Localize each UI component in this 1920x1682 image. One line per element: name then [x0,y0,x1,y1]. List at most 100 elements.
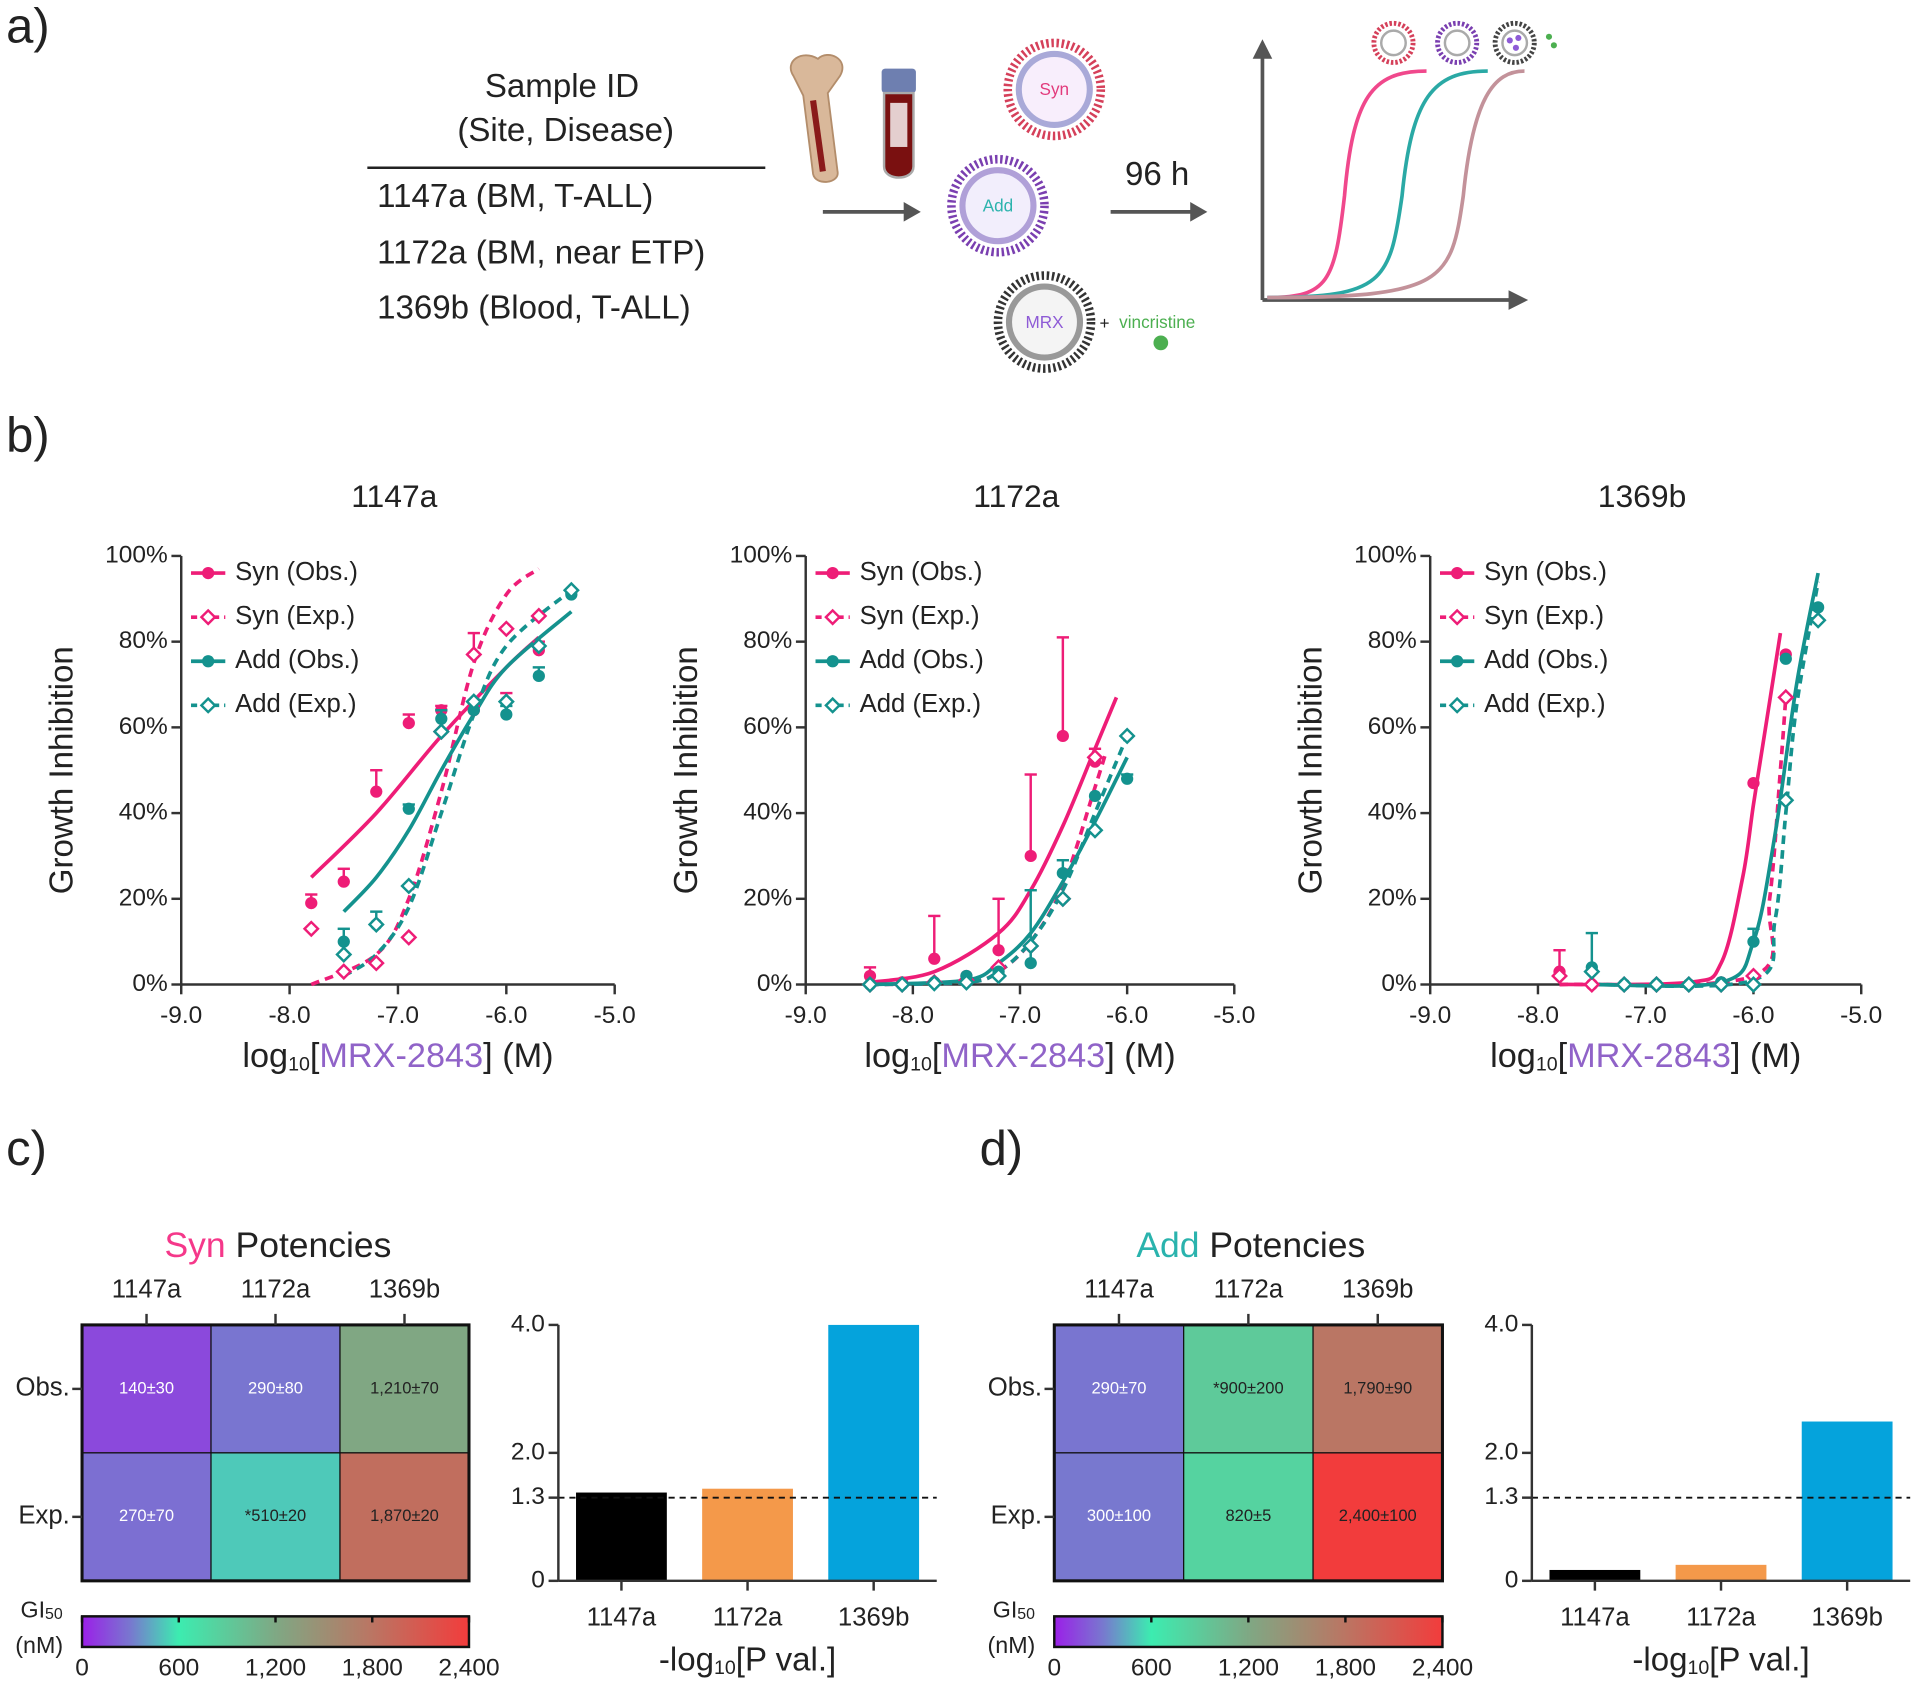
column-label: 1172a [241,1275,311,1303]
legend-marker [824,696,842,714]
point [402,716,415,730]
heatmap-chart: Add Potencies 290±70 *900±200 1,790±90 300±1… [988,1225,1474,1681]
heatmap-cell [1053,1452,1185,1582]
table-header: Sample ID [485,68,639,105]
point [861,976,879,993]
chart-title: 1369b [1598,478,1687,514]
legend-marker [202,655,215,668]
x-axis-label-part: -log [1632,1641,1687,1678]
bar [1549,1569,1641,1581]
bar-chart: 1147a 1172a 1369b 0 1.3 2.0 4.0 -log10[P val.] [1484,1310,1911,1679]
x-axis-label-part: 10 [288,1053,310,1075]
point [1086,748,1104,766]
liposome-label: Syn [1040,79,1070,99]
colorbar-tick-label: 2,400 [438,1654,499,1681]
legend-label: Syn (Exp.) [860,602,980,630]
error-bar [1024,773,1037,856]
y-tick-label: 1.3 [511,1483,545,1510]
point [335,946,353,963]
column-label: 1369b [1342,1275,1413,1303]
bar [702,1488,793,1581]
fit-curve [1591,572,1820,988]
point [1812,601,1825,614]
bar [1675,1564,1767,1581]
x-axis-label: -log10[P val.] [659,1641,836,1679]
x-axis-label-part: 10 [714,1657,736,1679]
cell-label: 820±5 [1225,1506,1271,1525]
row-label: Obs. [988,1374,1042,1402]
arrow [822,202,921,222]
colorbar-tick-label: 0 [75,1654,89,1681]
point [1056,866,1069,880]
column-label: 1147a [112,1275,182,1303]
y-tick-label: 40% [1368,799,1417,826]
arrow [1110,202,1208,222]
x-tick-label: -5.0 [1213,1002,1255,1029]
cell-label: 2,400±100 [1339,1506,1417,1525]
y-tick-label: 80% [743,627,792,654]
colorbar-tick-label: 600 [1131,1654,1172,1681]
row-label: Obs. [16,1374,70,1402]
error-bar [992,897,1005,951]
line-chart: 1147a 0% 20% 40% 60% 80% 100% -9.0 -8.0 -7.0 -6.0 -… [43,478,635,1076]
liposome [993,271,1096,373]
x-tick-label: -6.0 [1732,1002,1774,1029]
bar [1801,1421,1893,1581]
x-tick-label: -8.0 [1517,1002,1559,1029]
drug-dot [1153,335,1169,351]
cell-label: *900±200 [1213,1378,1284,1397]
liposome-label: MRX [1025,312,1064,332]
legend-marker [1451,566,1464,580]
panel-label: c) [6,1122,47,1176]
title-part: Potencies [226,1225,392,1265]
legend-label: Syn (Obs.) [235,558,358,586]
point [1022,937,1040,955]
liposome [947,154,1049,257]
colorbar-label-part: GI [21,1597,46,1623]
bar [576,1492,667,1581]
x-tick-label: -9.0 [160,1002,202,1029]
y-tick-label: 0 [531,1566,545,1593]
point [305,896,318,910]
legend-label: Add (Obs.) [860,646,984,674]
point [1024,956,1037,970]
x-tick-label: 1147a [1560,1604,1630,1632]
drug-label: vincristine [1119,312,1195,332]
chart-title: 1172a [973,478,1059,514]
x-axis-label: log10[MRX-2843] (M) [1490,1037,1801,1075]
point [367,954,385,972]
legend-marker [826,566,839,580]
liposome [1003,38,1106,141]
point [1118,727,1136,745]
x-tick-label: -8.0 [269,1002,311,1029]
cell-label: 290±80 [248,1378,303,1397]
y-tick-label: 0 [1505,1566,1519,1593]
row-label: Exp. [18,1502,69,1530]
point [402,802,415,815]
x-axis-label-part: ] (M) [1731,1037,1801,1075]
point [497,693,515,711]
cell-label: 140±30 [119,1378,174,1397]
x-axis-label-part: 10 [1687,1657,1709,1679]
legend-label: Add (Obs.) [1484,646,1608,674]
point [1779,652,1792,665]
point [370,785,383,798]
legend-label: Add (Exp.) [235,690,356,718]
y-tick-label: 0% [757,970,792,997]
point [432,723,450,741]
colorbar-label: GI50 [21,1597,63,1624]
point [500,708,513,721]
schematic-plot [1252,20,1557,310]
legend-label: Syn (Obs.) [860,558,983,586]
sample-row: 1369b (Blood, T-ALL) [377,290,691,327]
point [957,973,975,991]
x-axis-label-part: 10 [1536,1053,1558,1075]
legend-marker [826,655,839,668]
heatmap-title: Syn Potencies [164,1225,391,1265]
y-tick-label: 0% [1381,970,1416,997]
x-tick-label: -5.0 [1840,1002,1882,1029]
point [530,637,548,655]
point [302,920,320,938]
bar-chart: 1147a 1172a 1369b 0 1.3 2.0 4.0 -log10[P val.] [511,1310,937,1679]
